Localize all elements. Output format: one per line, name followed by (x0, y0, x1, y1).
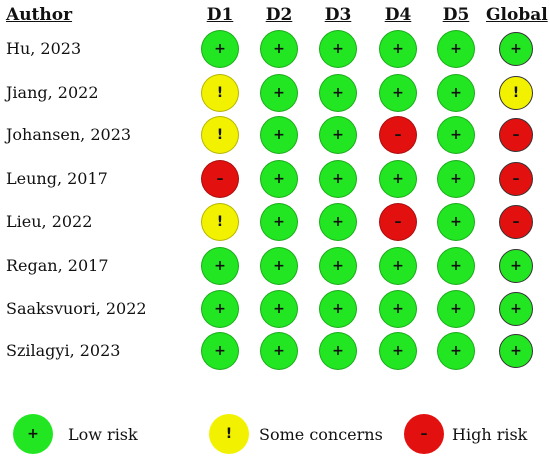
study-author-label: Lieu, 2022 (6, 212, 93, 231)
risk-judgement-high: – (379, 116, 417, 154)
risk-judgement-low: + (319, 74, 357, 112)
risk-judgement-some: ! (201, 116, 239, 154)
risk-judgement-low: + (319, 203, 357, 241)
legend-some-icon: ! (209, 414, 249, 454)
risk-judgement-low: + (437, 74, 475, 112)
risk-judgement-low: + (201, 30, 239, 68)
risk-judgement-low: + (319, 30, 357, 68)
column-header-d1: D1 (206, 5, 234, 25)
risk-judgement-low: + (319, 332, 357, 370)
risk-judgement-low: + (437, 116, 475, 154)
risk-judgement-high: – (201, 160, 239, 198)
risk-judgement-low: + (319, 116, 357, 154)
risk-judgement-high: – (499, 118, 533, 152)
risk-judgement-low: + (260, 247, 298, 285)
risk-judgement-low: + (437, 203, 475, 241)
column-header-d3: D3 (324, 5, 352, 25)
column-header-d4: D4 (384, 5, 412, 25)
study-author-label: Hu, 2023 (6, 39, 82, 58)
risk-judgement-low: + (499, 32, 533, 66)
risk-judgement-low: + (437, 332, 475, 370)
legend-low-label: Low risk (68, 425, 138, 444)
study-author-label: Jiang, 2022 (6, 83, 99, 102)
study-author-label: Szilagyi, 2023 (6, 341, 121, 360)
risk-judgement-low: + (201, 247, 239, 285)
study-author-label: Johansen, 2023 (6, 125, 132, 144)
legend-high-label: High risk (452, 425, 528, 444)
risk-judgement-some: ! (499, 76, 533, 110)
risk-judgement-low: + (437, 160, 475, 198)
risk-judgement-low: + (260, 74, 298, 112)
risk-judgement-low: + (260, 290, 298, 328)
risk-judgement-low: + (201, 332, 239, 370)
risk-judgement-low: + (201, 290, 239, 328)
risk-judgement-high: – (379, 203, 417, 241)
risk-judgement-low: + (499, 334, 533, 368)
column-header-global: Global (486, 5, 548, 25)
risk-judgement-low: + (499, 292, 533, 326)
risk-judgement-high: – (499, 162, 533, 196)
study-author-label: Saaksvuori, 2022 (6, 299, 147, 318)
risk-judgement-low: + (319, 160, 357, 198)
risk-judgement-high: – (499, 205, 533, 239)
risk-judgement-low: + (379, 332, 417, 370)
risk-judgement-low: + (260, 30, 298, 68)
risk-judgement-low: + (260, 160, 298, 198)
risk-judgement-low: + (499, 249, 533, 283)
risk-judgement-low: + (379, 290, 417, 328)
risk-judgement-low: + (319, 290, 357, 328)
risk-judgement-low: + (379, 247, 417, 285)
risk-judgement-some: ! (201, 203, 239, 241)
risk-judgement-low: + (260, 203, 298, 241)
risk-judgement-low: + (379, 74, 417, 112)
risk-judgement-low: + (379, 30, 417, 68)
legend-some-label: Some concerns (259, 425, 383, 444)
study-author-label: Leung, 2017 (6, 169, 108, 188)
risk-judgement-low: + (437, 247, 475, 285)
risk-judgement-some: ! (201, 74, 239, 112)
column-header-d2: D2 (265, 5, 293, 25)
risk-judgement-low: + (260, 116, 298, 154)
author-column-header: Author (6, 5, 73, 25)
study-author-label: Regan, 2017 (6, 256, 109, 275)
risk-judgement-low: + (379, 160, 417, 198)
risk-judgement-low: + (260, 332, 298, 370)
risk-judgement-low: + (437, 30, 475, 68)
legend-low-icon: + (13, 414, 53, 454)
column-header-d5: D5 (442, 5, 470, 25)
legend-high-icon: – (404, 414, 444, 454)
risk-judgement-low: + (319, 247, 357, 285)
risk-judgement-low: + (437, 290, 475, 328)
